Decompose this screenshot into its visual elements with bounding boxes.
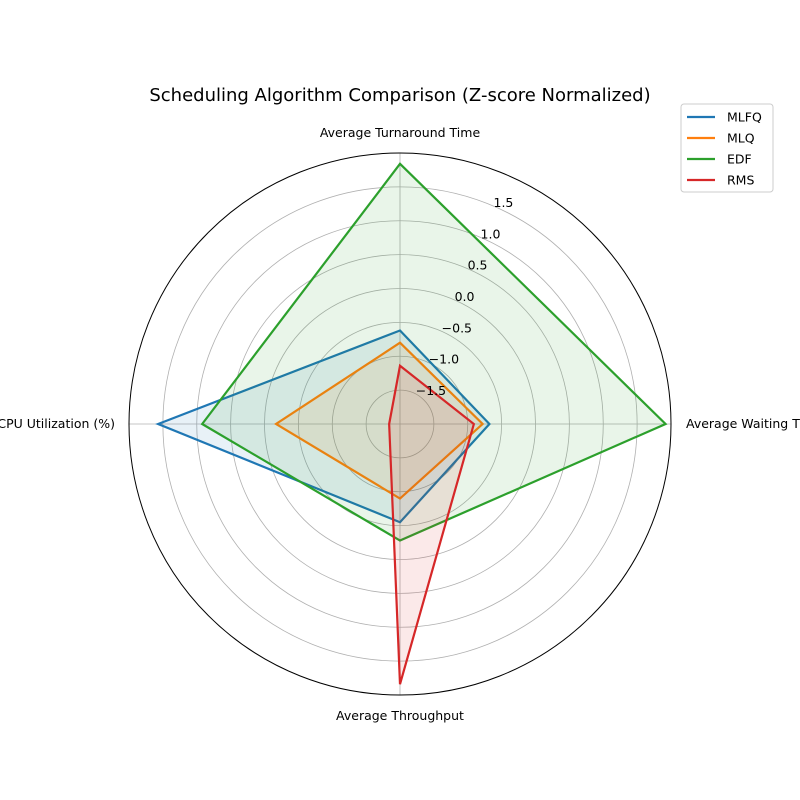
series-layer — [155, 162, 668, 685]
series-fill-mlq — [276, 342, 483, 499]
legend-label-edf: EDF — [727, 152, 752, 167]
series-line-rms — [388, 363, 476, 685]
axis-label-3: Average CPU Utilization (%) — [0, 416, 115, 431]
series-fill-rms — [389, 365, 474, 685]
radial-tick-label-2: −0.5 — [442, 320, 472, 335]
radial-tick-label-1: −1.0 — [429, 352, 459, 367]
series-line-mlfq — [155, 329, 491, 524]
radial-tick-label-3: 0.0 — [455, 289, 475, 304]
series-line-mlq — [273, 341, 485, 500]
legend-label-mlq: MLQ — [727, 131, 755, 146]
chart-title: Scheduling Algorithm Comparison (Z-score… — [149, 85, 650, 106]
radial-tick-label-5: 1.0 — [481, 226, 501, 241]
radial-grid — [128, 152, 672, 696]
series-line-edf — [200, 162, 668, 542]
series-fill-mlfq — [158, 330, 490, 523]
radial-tick-label-4: 0.5 — [468, 258, 488, 273]
radial-tick-labels: −1.5 −1.0 −0.5 0.0 0.5 1.0 1.5 — [416, 195, 514, 398]
legend-label-mlfq: MLFQ — [727, 110, 762, 125]
axis-label-0: Average Turnaround Time — [320, 125, 481, 140]
legend-label-rms: RMS — [727, 173, 754, 188]
series-fill-edf — [202, 163, 666, 541]
radial-tick-label-0: −1.5 — [416, 383, 446, 398]
radial-tick-label-6: 1.5 — [494, 195, 514, 210]
legend-box — [680, 103, 774, 193]
axis-label-1: Average Waiting Time — [686, 416, 800, 431]
outer-frame — [128, 152, 672, 696]
legend: MLFQ MLQ EDF RMS — [680, 103, 774, 193]
axis-labels: Average Turnaround Time Average Waiting T… — [0, 125, 800, 723]
axis-label-2: Average Throughput — [336, 708, 464, 723]
